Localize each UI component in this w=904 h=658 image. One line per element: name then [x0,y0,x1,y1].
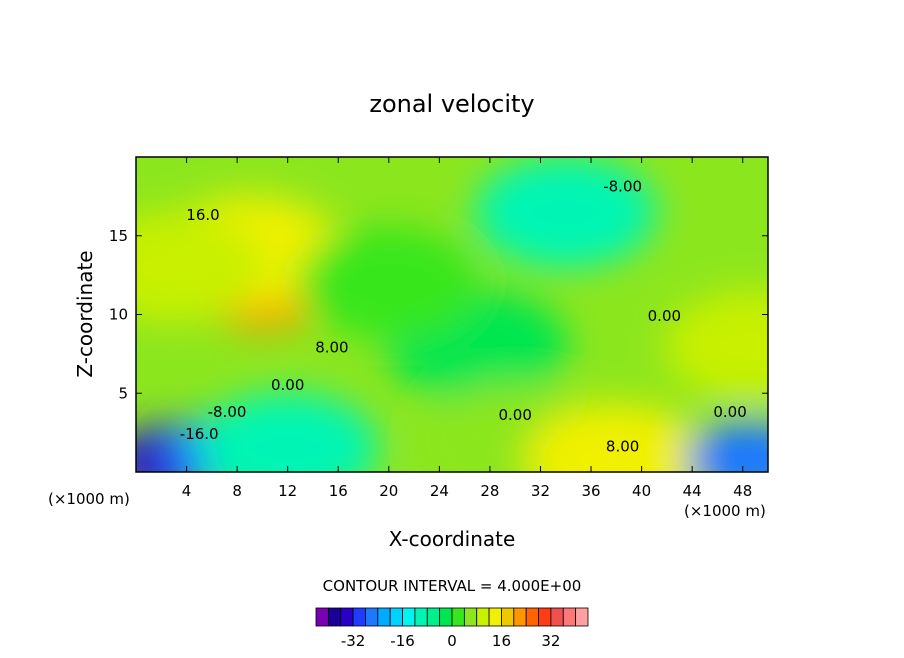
colorbar-swatch [426,607,441,627]
colorbar-swatch [377,607,391,627]
x-tick-label: 12 [278,482,297,500]
colorbar-swatch [352,607,366,627]
colorbar-swatch [550,607,564,627]
x-tick-label: 8 [232,482,242,500]
colorbar-swatch [476,607,490,627]
field-blob [474,157,657,269]
x-tick-label: 16 [329,482,348,500]
colorbar-tick-label: 32 [541,632,560,650]
contour-label: 0.00 [648,307,681,325]
colorbar-swatch [389,607,403,627]
field-blob [686,421,768,472]
contour-label: 8.00 [315,338,348,356]
x-units-right: (×1000 m) [684,502,766,520]
contour-label: -16.0 [180,425,219,443]
z-axis-title: Z-coordinate [73,250,97,377]
contour-label: 0.00 [713,403,746,421]
field-blob [664,290,768,402]
x-axis: 4 8 12 16 20 24 28 32 36 40 44 48 [182,157,752,500]
colorbar: -32 -16 0 16 32 [315,607,589,650]
colorbar-swatch [501,607,515,627]
contour-label: 16.0 [186,206,219,224]
x-axis-title: X-coordinate [389,527,516,551]
colorbar-swatch [340,607,354,627]
contour-interval-note: CONTOUR INTERVAL = 4.000E+00 [323,577,582,595]
contour-label: 8.00 [606,438,639,456]
contour-label: 0.00 [498,406,531,424]
x-tick-label: 48 [733,482,752,500]
colorbar-swatch [327,607,342,627]
colorbar-swatch [575,607,589,627]
colorbar-swatch [365,607,379,627]
chart-title: zonal velocity [369,90,534,118]
z-axis: 5 10 15 [109,227,768,402]
x-tick-label: 36 [581,482,600,500]
field-blob [297,227,480,339]
contour-label: -8.00 [208,403,247,421]
field-blob [525,403,708,472]
velocity-field [136,157,768,472]
colorbar-swatch [414,607,428,627]
colorbar-swatch [439,607,453,627]
colorbar-tick-label: 16 [492,632,511,650]
x-units-left: (×1000 m) [48,490,130,508]
colorbar-swatch [513,607,527,627]
z-tick-label: 10 [109,306,128,324]
colorbar-swatch [488,607,502,627]
field-blob [136,211,265,324]
z-tick-label: 15 [109,227,128,245]
x-tick-label: 4 [182,482,192,500]
field-blob [196,392,379,472]
colorbar-swatch [463,607,478,627]
colorbar-tick-label: -16 [390,632,415,650]
colorbar-swatch [451,607,465,627]
field-blobs [136,157,768,472]
colorbar-tick-label: -32 [341,632,366,650]
x-tick-label: 28 [480,482,499,500]
colorbar-swatch [402,607,416,627]
colorbar-swatch [538,607,552,627]
colorbar-tick-label: 0 [447,632,457,650]
contour-labels: 16.0 8.00 0.00 -8.00 -16.0 0.00 8.00 -8.00 0.00 0… [180,178,747,456]
x-tick-label: 44 [683,482,702,500]
contour-label: -8.00 [603,178,642,196]
x-tick-label: 40 [632,482,651,500]
colorbar-swatch [525,607,539,627]
z-tick-label: 5 [118,384,128,402]
colorbar-swatch [315,607,329,627]
contour-label: 0.00 [271,376,304,394]
x-tick-label: 24 [430,482,449,500]
x-tick-label: 32 [531,482,550,500]
x-tick-label: 20 [379,482,398,500]
colorbar-swatch [562,607,577,627]
